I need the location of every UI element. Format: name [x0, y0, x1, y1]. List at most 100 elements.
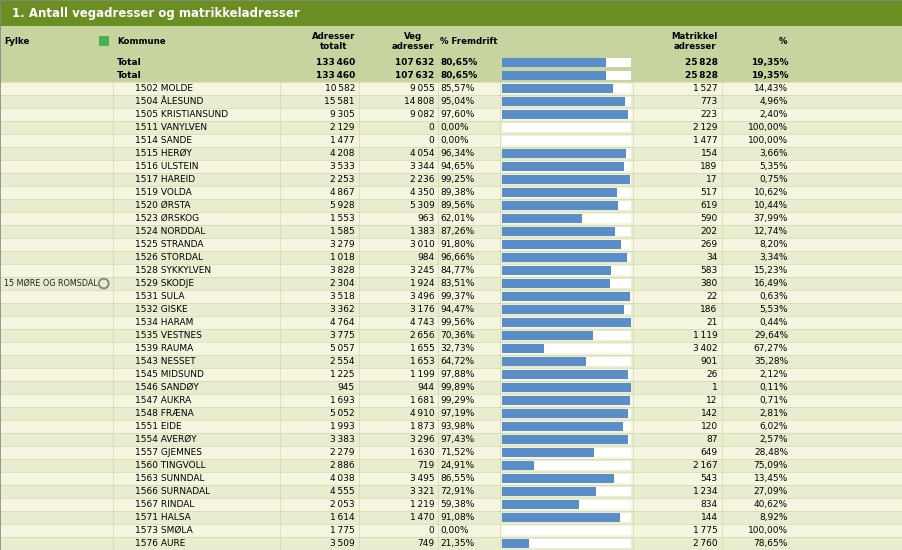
Bar — [502, 123, 631, 132]
Text: 1504 ÅLESUND: 1504 ÅLESUND — [134, 97, 203, 106]
Bar — [502, 461, 534, 470]
Bar — [502, 448, 594, 457]
Bar — [502, 266, 631, 275]
Text: 269: 269 — [701, 240, 718, 249]
Text: 80,65%: 80,65% — [440, 58, 478, 67]
Text: 4 555: 4 555 — [330, 487, 355, 496]
Bar — [502, 201, 618, 210]
Bar — [502, 331, 593, 340]
Bar — [502, 526, 631, 535]
Text: 2 279: 2 279 — [330, 448, 355, 457]
Bar — [502, 487, 631, 496]
Text: 14,43%: 14,43% — [754, 84, 788, 93]
Text: 6,02%: 6,02% — [759, 422, 788, 431]
Bar — [502, 201, 631, 210]
Bar — [502, 539, 631, 548]
Text: 1 477: 1 477 — [693, 136, 718, 145]
Text: 1532 GISKE: 1532 GISKE — [134, 305, 188, 314]
Text: 944: 944 — [418, 383, 435, 392]
Bar — [502, 396, 630, 405]
Bar — [502, 474, 631, 483]
Text: 1516 ULSTEIN: 1516 ULSTEIN — [134, 162, 198, 171]
Text: 5 928: 5 928 — [330, 201, 355, 210]
Text: 22: 22 — [706, 292, 718, 301]
Text: 186: 186 — [700, 305, 718, 314]
Text: Veg
adresser: Veg adresser — [391, 31, 435, 51]
Text: 1567 RINDAL: 1567 RINDAL — [134, 500, 194, 509]
Text: 1 585: 1 585 — [330, 227, 355, 236]
Bar — [502, 84, 612, 93]
Text: 99,89%: 99,89% — [440, 383, 474, 392]
Bar — [502, 331, 631, 340]
Bar — [0, 173, 902, 186]
Text: 71,52%: 71,52% — [440, 448, 474, 457]
Bar — [0, 26, 902, 56]
Bar — [0, 121, 902, 134]
Bar — [502, 422, 623, 431]
Text: 719: 719 — [417, 461, 435, 470]
Bar — [0, 446, 902, 459]
Text: % Fremdrift: % Fremdrift — [440, 37, 498, 46]
Text: 1 553: 1 553 — [330, 214, 355, 223]
Bar — [502, 383, 631, 392]
Bar — [0, 472, 902, 485]
Text: 1528 SYKKYLVEN: 1528 SYKKYLVEN — [134, 266, 211, 275]
Bar — [0, 95, 902, 108]
Text: 2 129: 2 129 — [693, 123, 718, 132]
Bar — [502, 539, 529, 548]
Text: 1539 RAUMA: 1539 RAUMA — [134, 344, 193, 353]
Text: 5,53%: 5,53% — [759, 305, 788, 314]
Text: 94,65%: 94,65% — [440, 162, 474, 171]
Text: 3 245: 3 245 — [410, 266, 435, 275]
Text: 95,04%: 95,04% — [440, 97, 474, 106]
Text: 1535 VESTNES: 1535 VESTNES — [134, 331, 202, 340]
Bar — [0, 524, 902, 537]
Bar — [0, 368, 902, 381]
Bar — [0, 316, 902, 329]
Bar — [502, 162, 624, 171]
Text: 13,45%: 13,45% — [754, 474, 788, 483]
Text: 1 775: 1 775 — [693, 526, 718, 535]
Bar — [502, 409, 628, 418]
Bar — [502, 136, 631, 145]
Text: 25 828: 25 828 — [685, 71, 718, 80]
Text: 945: 945 — [338, 383, 355, 392]
Bar — [0, 251, 902, 264]
Text: 773: 773 — [700, 97, 718, 106]
Bar — [502, 227, 631, 236]
Text: 517: 517 — [700, 188, 718, 197]
Text: 25 828: 25 828 — [685, 58, 718, 67]
Text: 1 693: 1 693 — [330, 396, 355, 405]
Bar — [0, 420, 902, 433]
Text: 834: 834 — [701, 500, 718, 509]
Text: 583: 583 — [700, 266, 718, 275]
Text: 35,28%: 35,28% — [754, 357, 788, 366]
Text: 1519 VOLDA: 1519 VOLDA — [134, 188, 191, 197]
Text: 3 828: 3 828 — [330, 266, 355, 275]
Bar — [502, 149, 631, 158]
Text: 3 383: 3 383 — [330, 435, 355, 444]
Text: 619: 619 — [700, 201, 718, 210]
Text: 97,60%: 97,60% — [440, 110, 474, 119]
Bar — [0, 56, 902, 69]
Text: 1 653: 1 653 — [410, 357, 435, 366]
Text: 15,23%: 15,23% — [754, 266, 788, 275]
Text: Fylke: Fylke — [4, 37, 30, 46]
Text: 1546 SANDØY: 1546 SANDØY — [134, 383, 198, 392]
Text: 2 236: 2 236 — [410, 175, 435, 184]
Text: 99,25%: 99,25% — [440, 175, 474, 184]
Text: 37,99%: 37,99% — [754, 214, 788, 223]
Bar — [502, 487, 596, 496]
Bar — [502, 422, 631, 431]
Text: 5,35%: 5,35% — [759, 162, 788, 171]
Text: 21,35%: 21,35% — [440, 539, 474, 548]
Bar — [0, 134, 902, 147]
Bar — [502, 500, 631, 509]
Text: 67,27%: 67,27% — [754, 344, 788, 353]
Text: 8,92%: 8,92% — [759, 513, 788, 522]
Text: 80,65%: 80,65% — [440, 71, 478, 80]
Text: 154: 154 — [701, 149, 718, 158]
Circle shape — [98, 278, 109, 289]
Bar — [502, 383, 631, 392]
Text: 1 873: 1 873 — [410, 422, 435, 431]
